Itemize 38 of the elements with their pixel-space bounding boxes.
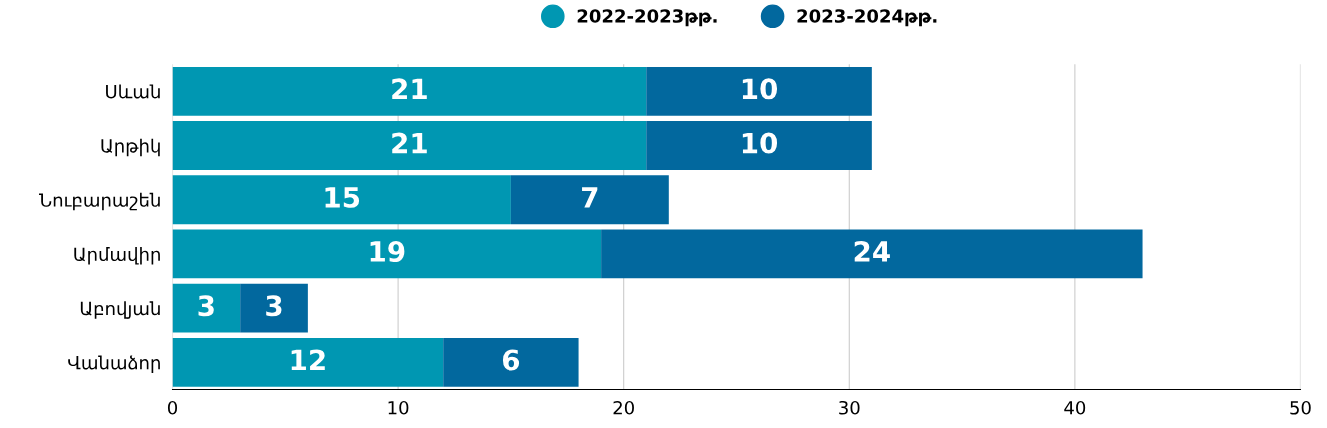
- data-label: 19: [370, 241, 405, 263]
- bar: [510, 175, 669, 225]
- data-label: 10: [742, 132, 778, 154]
- data-label: 3: [198, 295, 214, 317]
- y-tick-label: Արթիկ: [101, 138, 160, 157]
- data-label: 21: [392, 132, 427, 154]
- x-tick-label: 30: [839, 400, 860, 415]
- bar: [240, 283, 308, 333]
- bar: [601, 229, 1143, 279]
- x-tick-label: 20: [613, 400, 634, 415]
- data-label: 3: [266, 295, 282, 317]
- x-tick-label: 0: [167, 400, 178, 415]
- bar: [172, 121, 647, 170]
- y-tick-label: Արմավիր: [74, 247, 160, 265]
- x-tick-label: 50: [1290, 400, 1311, 415]
- x-tick-label: 40: [1064, 400, 1086, 415]
- legend-label: 2022-2023թթ.: [577, 9, 717, 27]
- data-label: 12: [291, 349, 325, 371]
- bar: [172, 283, 241, 333]
- y-tick-label: Սևան: [106, 84, 160, 99]
- bar: [172, 175, 511, 225]
- x-tick-label: 10: [388, 400, 409, 415]
- data-label: 6: [502, 349, 520, 371]
- data-label: 7: [582, 187, 598, 208]
- bar: [443, 337, 579, 387]
- bar: [172, 229, 602, 279]
- data-label: 10: [742, 78, 778, 100]
- bar: [172, 337, 444, 387]
- legend-label: 2023-2024թթ.: [797, 9, 937, 27]
- bar: [172, 66, 647, 116]
- bar: [646, 121, 872, 170]
- data-label: 15: [325, 187, 360, 208]
- y-tick-label: Վանաձոր: [68, 355, 160, 373]
- data-label: 21: [392, 78, 427, 99]
- y-tick-label: Նուբարաշեն: [39, 192, 160, 211]
- bar: [646, 66, 872, 116]
- y-tick-label: Աբովյան: [80, 301, 160, 319]
- data-label: 24: [854, 241, 890, 262]
